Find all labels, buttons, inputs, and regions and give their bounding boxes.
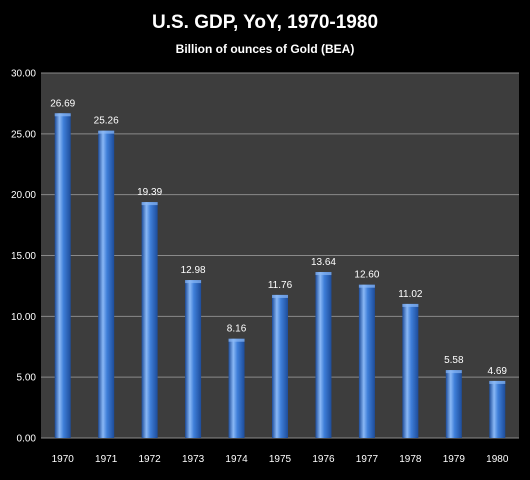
y-tick-label: 15.00: [11, 251, 36, 262]
y-tick-label: 5.00: [17, 373, 37, 384]
bar-1978: [402, 303, 419, 438]
bar-cap: [272, 294, 288, 298]
bar-cap: [358, 284, 375, 288]
x-tick-label: 1976: [312, 454, 335, 465]
bar-cap: [315, 272, 332, 276]
data-label: 19.39: [137, 187, 162, 198]
bar-1976: [315, 272, 332, 438]
bar-1971: [98, 130, 115, 439]
bar-cap: [228, 338, 245, 342]
y-tick-label: 20.00: [11, 190, 36, 201]
bar-cap: [402, 303, 419, 307]
x-tick-label: 1972: [139, 454, 162, 465]
data-label: 11.76: [268, 280, 293, 291]
x-tick-label: 1980: [486, 454, 509, 465]
x-tick-label: 1970: [52, 454, 75, 465]
bar-cap: [54, 113, 71, 117]
y-tick-label: 30.00: [11, 69, 36, 80]
data-label: 11.02: [398, 289, 423, 300]
data-label: 26.69: [50, 98, 75, 109]
chart-title: U.S. GDP, YoY, 1970-1980: [152, 12, 378, 33]
data-label: 25.26: [94, 116, 119, 127]
bar-1980: [489, 380, 506, 438]
y-tick-label: 10.00: [11, 312, 36, 323]
x-tick-label: 1975: [269, 454, 292, 465]
bar-1973: [185, 280, 202, 438]
data-label: 13.64: [311, 257, 336, 268]
x-axis-ticks: 1970 1971 1972 1973 1974 1975 1976 1977 1978 1979…: [52, 454, 509, 465]
y-tick-label: 0.00: [17, 434, 37, 445]
data-label: 5.58: [444, 355, 464, 366]
data-label: 12.60: [354, 270, 379, 281]
bar-cap: [98, 130, 115, 134]
data-label: 8.16: [227, 324, 247, 335]
bar-cap: [141, 202, 158, 206]
bar-cap: [185, 280, 202, 284]
bar-1977: [358, 284, 375, 438]
x-tick-label: 1974: [225, 454, 248, 465]
x-tick-label: 1971: [95, 454, 118, 465]
data-label: 4.69: [488, 366, 508, 377]
bar-1975: [272, 294, 288, 438]
bars: [54, 113, 506, 439]
x-tick-label: 1978: [399, 454, 422, 465]
bar-1979: [445, 370, 462, 438]
x-tick-label: 1973: [182, 454, 205, 465]
y-tick-label: 25.00: [11, 129, 36, 140]
bar-1970: [54, 113, 71, 438]
y-axis-ticks: 0.00 5.00 10.00 15.00 20.00 25.00 30.00: [11, 69, 36, 445]
data-labels: 26.69 25.26 19.39 12.98 8.16 11.76 13.64 12.60 1…: [50, 98, 507, 377]
bar-1974: [228, 338, 245, 438]
chart-subtitle: Billion of ounces of Gold (BEA): [176, 42, 355, 56]
data-label: 12.98: [181, 265, 206, 276]
bar-cap: [489, 380, 506, 384]
bar-cap: [445, 370, 462, 374]
bar-1972: [141, 202, 158, 438]
x-tick-label: 1977: [356, 454, 379, 465]
x-tick-label: 1979: [443, 454, 466, 465]
